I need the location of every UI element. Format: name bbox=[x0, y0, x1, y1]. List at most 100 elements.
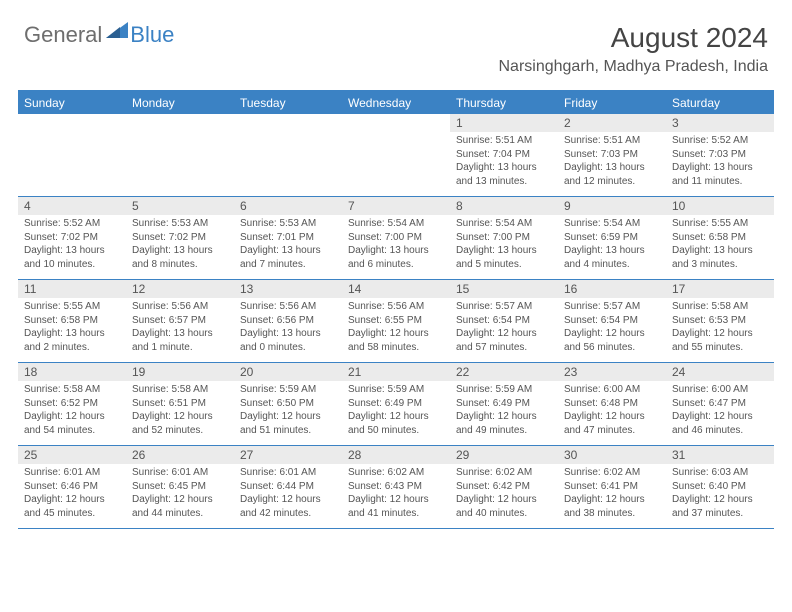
day-number: 19 bbox=[126, 363, 234, 381]
day-cell: 3Sunrise: 5:52 AMSunset: 7:03 PMDaylight… bbox=[666, 114, 774, 196]
sunset-text: Sunset: 6:46 PM bbox=[24, 480, 120, 494]
day-cell: 23Sunrise: 6:00 AMSunset: 6:48 PMDayligh… bbox=[558, 363, 666, 445]
day-info: Sunrise: 5:54 AMSunset: 6:59 PMDaylight:… bbox=[558, 215, 666, 273]
daylight-text: Daylight: 12 hours and 54 minutes. bbox=[24, 410, 120, 437]
day-cell: 20Sunrise: 5:59 AMSunset: 6:50 PMDayligh… bbox=[234, 363, 342, 445]
day-cell: 10Sunrise: 5:55 AMSunset: 6:58 PMDayligh… bbox=[666, 197, 774, 279]
sunrise-text: Sunrise: 5:56 AM bbox=[348, 300, 444, 314]
empty-cell bbox=[126, 114, 234, 196]
week-row: 25Sunrise: 6:01 AMSunset: 6:46 PMDayligh… bbox=[18, 446, 774, 529]
daylight-text: Daylight: 12 hours and 38 minutes. bbox=[564, 493, 660, 520]
day-cell: 31Sunrise: 6:03 AMSunset: 6:40 PMDayligh… bbox=[666, 446, 774, 528]
daylight-text: Daylight: 12 hours and 44 minutes. bbox=[132, 493, 228, 520]
day-info: Sunrise: 5:53 AMSunset: 7:01 PMDaylight:… bbox=[234, 215, 342, 273]
sunset-text: Sunset: 7:04 PM bbox=[456, 148, 552, 162]
day-cell: 1Sunrise: 5:51 AMSunset: 7:04 PMDaylight… bbox=[450, 114, 558, 196]
day-number: 21 bbox=[342, 363, 450, 381]
day-cell: 26Sunrise: 6:01 AMSunset: 6:45 PMDayligh… bbox=[126, 446, 234, 528]
sunrise-text: Sunrise: 6:01 AM bbox=[240, 466, 336, 480]
sunrise-text: Sunrise: 5:54 AM bbox=[456, 217, 552, 231]
empty-cell bbox=[342, 114, 450, 196]
day-info: Sunrise: 6:00 AMSunset: 6:47 PMDaylight:… bbox=[666, 381, 774, 439]
day-number: 14 bbox=[342, 280, 450, 298]
day-cell: 17Sunrise: 5:58 AMSunset: 6:53 PMDayligh… bbox=[666, 280, 774, 362]
daylight-text: Daylight: 12 hours and 56 minutes. bbox=[564, 327, 660, 354]
day-info: Sunrise: 5:59 AMSunset: 6:49 PMDaylight:… bbox=[342, 381, 450, 439]
day-number: 10 bbox=[666, 197, 774, 215]
sunset-text: Sunset: 6:54 PM bbox=[564, 314, 660, 328]
sunrise-text: Sunrise: 5:58 AM bbox=[24, 383, 120, 397]
day-header-cell: Wednesday bbox=[342, 92, 450, 114]
sunrise-text: Sunrise: 6:02 AM bbox=[456, 466, 552, 480]
day-header-cell: Thursday bbox=[450, 92, 558, 114]
sunrise-text: Sunrise: 5:55 AM bbox=[24, 300, 120, 314]
sunrise-text: Sunrise: 6:03 AM bbox=[672, 466, 768, 480]
empty-cell bbox=[234, 114, 342, 196]
daylight-text: Daylight: 13 hours and 1 minute. bbox=[132, 327, 228, 354]
day-number: 27 bbox=[234, 446, 342, 464]
day-cell: 18Sunrise: 5:58 AMSunset: 6:52 PMDayligh… bbox=[18, 363, 126, 445]
day-info: Sunrise: 6:01 AMSunset: 6:46 PMDaylight:… bbox=[18, 464, 126, 522]
day-info: Sunrise: 5:58 AMSunset: 6:53 PMDaylight:… bbox=[666, 298, 774, 356]
sunrise-text: Sunrise: 5:59 AM bbox=[240, 383, 336, 397]
daylight-text: Daylight: 13 hours and 10 minutes. bbox=[24, 244, 120, 271]
day-info: Sunrise: 5:59 AMSunset: 6:49 PMDaylight:… bbox=[450, 381, 558, 439]
daylight-text: Daylight: 13 hours and 8 minutes. bbox=[132, 244, 228, 271]
logo-triangle-icon bbox=[106, 22, 128, 43]
day-info: Sunrise: 6:00 AMSunset: 6:48 PMDaylight:… bbox=[558, 381, 666, 439]
daylight-text: Daylight: 12 hours and 46 minutes. bbox=[672, 410, 768, 437]
daylight-text: Daylight: 12 hours and 40 minutes. bbox=[456, 493, 552, 520]
sunset-text: Sunset: 6:55 PM bbox=[348, 314, 444, 328]
daylight-text: Daylight: 12 hours and 50 minutes. bbox=[348, 410, 444, 437]
day-number: 12 bbox=[126, 280, 234, 298]
day-info: Sunrise: 5:58 AMSunset: 6:51 PMDaylight:… bbox=[126, 381, 234, 439]
sunset-text: Sunset: 6:44 PM bbox=[240, 480, 336, 494]
calendar: SundayMondayTuesdayWednesdayThursdayFrid… bbox=[18, 90, 774, 529]
day-number: 30 bbox=[558, 446, 666, 464]
daylight-text: Daylight: 12 hours and 57 minutes. bbox=[456, 327, 552, 354]
sunrise-text: Sunrise: 5:51 AM bbox=[456, 134, 552, 148]
day-cell: 28Sunrise: 6:02 AMSunset: 6:43 PMDayligh… bbox=[342, 446, 450, 528]
day-number: 4 bbox=[18, 197, 126, 215]
day-header-cell: Tuesday bbox=[234, 92, 342, 114]
sunset-text: Sunset: 7:01 PM bbox=[240, 231, 336, 245]
day-info: Sunrise: 5:54 AMSunset: 7:00 PMDaylight:… bbox=[450, 215, 558, 273]
sunrise-text: Sunrise: 5:56 AM bbox=[240, 300, 336, 314]
sunrise-text: Sunrise: 5:53 AM bbox=[132, 217, 228, 231]
sunrise-text: Sunrise: 6:01 AM bbox=[24, 466, 120, 480]
day-info: Sunrise: 6:02 AMSunset: 6:42 PMDaylight:… bbox=[450, 464, 558, 522]
day-cell: 29Sunrise: 6:02 AMSunset: 6:42 PMDayligh… bbox=[450, 446, 558, 528]
header-right: August 2024 Narsinghgarh, Madhya Pradesh… bbox=[499, 22, 769, 76]
sunrise-text: Sunrise: 5:59 AM bbox=[348, 383, 444, 397]
day-cell: 12Sunrise: 5:56 AMSunset: 6:57 PMDayligh… bbox=[126, 280, 234, 362]
sunset-text: Sunset: 6:51 PM bbox=[132, 397, 228, 411]
day-header-row: SundayMondayTuesdayWednesdayThursdayFrid… bbox=[18, 92, 774, 114]
sunset-text: Sunset: 7:02 PM bbox=[132, 231, 228, 245]
day-number: 26 bbox=[126, 446, 234, 464]
day-info: Sunrise: 6:01 AMSunset: 6:45 PMDaylight:… bbox=[126, 464, 234, 522]
day-number: 5 bbox=[126, 197, 234, 215]
sunset-text: Sunset: 6:42 PM bbox=[456, 480, 552, 494]
day-info: Sunrise: 5:55 AMSunset: 6:58 PMDaylight:… bbox=[18, 298, 126, 356]
sunset-text: Sunset: 6:56 PM bbox=[240, 314, 336, 328]
day-cell: 21Sunrise: 5:59 AMSunset: 6:49 PMDayligh… bbox=[342, 363, 450, 445]
day-info: Sunrise: 5:59 AMSunset: 6:50 PMDaylight:… bbox=[234, 381, 342, 439]
week-row: 11Sunrise: 5:55 AMSunset: 6:58 PMDayligh… bbox=[18, 280, 774, 363]
sunrise-text: Sunrise: 6:01 AM bbox=[132, 466, 228, 480]
daylight-text: Daylight: 12 hours and 37 minutes. bbox=[672, 493, 768, 520]
sunset-text: Sunset: 7:00 PM bbox=[456, 231, 552, 245]
sunrise-text: Sunrise: 5:51 AM bbox=[564, 134, 660, 148]
sunset-text: Sunset: 6:54 PM bbox=[456, 314, 552, 328]
day-number: 8 bbox=[450, 197, 558, 215]
day-number: 31 bbox=[666, 446, 774, 464]
daylight-text: Daylight: 13 hours and 12 minutes. bbox=[564, 161, 660, 188]
daylight-text: Daylight: 13 hours and 5 minutes. bbox=[456, 244, 552, 271]
sunset-text: Sunset: 7:03 PM bbox=[672, 148, 768, 162]
day-info: Sunrise: 6:01 AMSunset: 6:44 PMDaylight:… bbox=[234, 464, 342, 522]
sunrise-text: Sunrise: 5:58 AM bbox=[132, 383, 228, 397]
day-number: 6 bbox=[234, 197, 342, 215]
sunset-text: Sunset: 6:41 PM bbox=[564, 480, 660, 494]
day-info: Sunrise: 5:52 AMSunset: 7:03 PMDaylight:… bbox=[666, 132, 774, 190]
day-cell: 11Sunrise: 5:55 AMSunset: 6:58 PMDayligh… bbox=[18, 280, 126, 362]
day-info: Sunrise: 5:51 AMSunset: 7:04 PMDaylight:… bbox=[450, 132, 558, 190]
